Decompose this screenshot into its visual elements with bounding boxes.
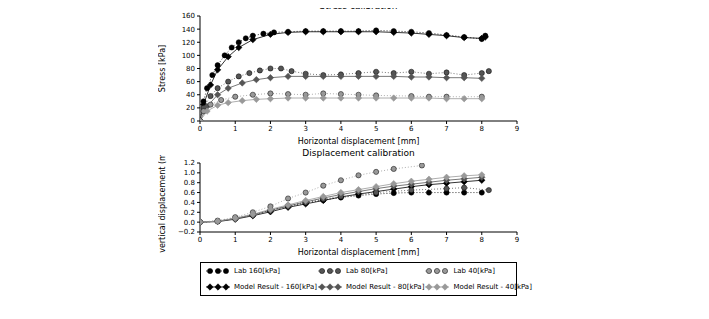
svg-text:Horizontal displacement [mm]: Horizontal displacement [mm]: [298, 137, 420, 146]
svg-text:0.4: 0.4: [184, 199, 196, 207]
svg-text:1.2: 1.2: [184, 159, 195, 167]
svg-text:60: 60: [186, 78, 195, 86]
html-text:Stress calibration: Stress calibration: [319, 1, 398, 11]
svg-text:−0.2: −0.2: [178, 228, 195, 236]
svg-text:6: 6: [409, 236, 414, 244]
svg-text:9: 9: [515, 236, 519, 244]
svg-text:1: 1: [233, 236, 237, 244]
svg-text:0: 0: [198, 125, 202, 133]
svg-text:1.0: 1.0: [184, 169, 195, 177]
svg-text:Stress [kPa]: Stress [kPa]: [158, 45, 167, 92]
html-text:Model Result - 160[kPa]: Model Result - 160[kPa]: [234, 283, 317, 291]
svg-text:160: 160: [182, 12, 195, 20]
svg-text:3: 3: [303, 125, 307, 133]
svg-text:20: 20: [186, 104, 195, 112]
svg-text:9: 9: [515, 125, 519, 133]
svg-text:8: 8: [480, 236, 484, 244]
html-text:Lab 40[kPa]: Lab 40[kPa]: [453, 267, 495, 275]
svg-text:2: 2: [268, 125, 272, 133]
svg-text:0.8: 0.8: [184, 179, 195, 187]
html-text:Displacement calibration: Displacement calibration: [302, 148, 415, 158]
svg-text:4: 4: [339, 125, 344, 133]
svg-text:8: 8: [480, 125, 484, 133]
svg-text:0.0: 0.0: [184, 219, 195, 227]
svg-text:vertical displacement (mm): vertical displacement (mm): [158, 155, 167, 253]
html-text:Lab 80[kPa]: Lab 80[kPa]: [345, 267, 388, 275]
svg-text:5: 5: [374, 236, 378, 244]
svg-text:6: 6: [409, 125, 414, 133]
svg-text:100: 100: [182, 52, 195, 60]
svg-text:140: 140: [182, 26, 195, 34]
svg-text:0.6: 0.6: [184, 189, 196, 197]
svg-text:80: 80: [186, 65, 195, 73]
svg-text:0: 0: [191, 117, 195, 125]
svg-text:0.2: 0.2: [184, 209, 195, 217]
svg-text:120: 120: [182, 39, 195, 47]
html-text:Lab 160[kPa]: Lab 160[kPa]: [234, 267, 280, 275]
html-text:Model Result - 40[kPa]: Model Result - 40[kPa]: [453, 283, 532, 291]
svg-text:0: 0: [198, 236, 202, 244]
svg-text:5: 5: [374, 125, 378, 133]
svg-text:2: 2: [268, 236, 272, 244]
svg-text:7: 7: [444, 236, 448, 244]
svg-text:4: 4: [339, 236, 344, 244]
svg-text:Horizontal displacement [mm]: Horizontal displacement [mm]: [298, 248, 420, 257]
svg-text:3: 3: [303, 236, 307, 244]
svg-text:7: 7: [444, 125, 448, 133]
svg-text:40: 40: [186, 91, 195, 99]
html-text:Model Result - 80[kPa]: Model Result - 80[kPa]: [345, 283, 425, 291]
svg-text:1: 1: [233, 125, 237, 133]
